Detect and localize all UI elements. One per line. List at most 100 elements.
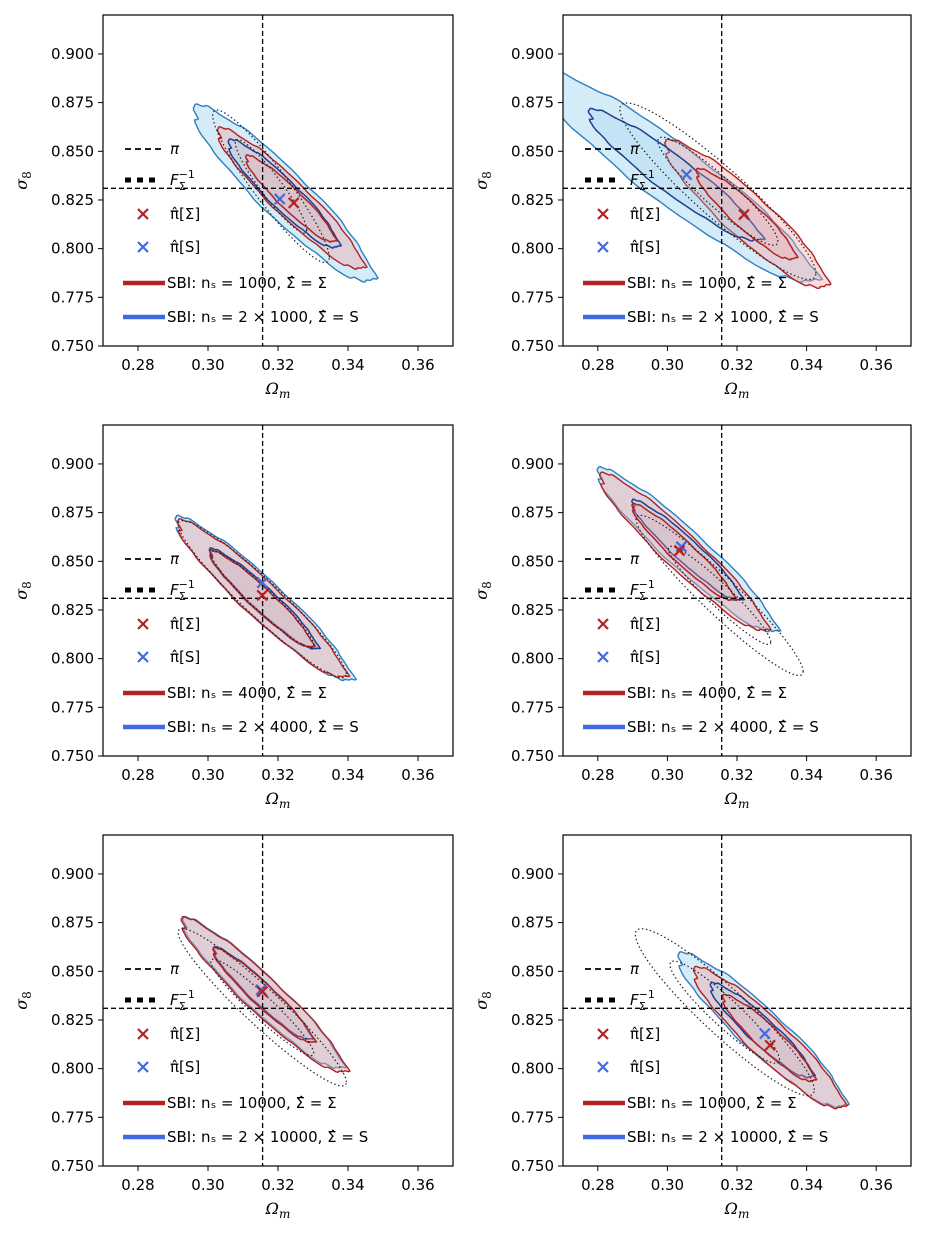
y-tick-label: 0.900 <box>511 455 554 473</box>
y-tick-label: 0.750 <box>51 1157 94 1175</box>
sbi-red-contour-outer <box>692 965 849 1110</box>
legend-sbi-blue-label: SBI: nₛ = 2 × 1000, Σ̂ = S <box>627 308 819 326</box>
legend-map-s-swatch <box>597 651 609 663</box>
y-tick-label: 0.825 <box>51 601 94 619</box>
fisher-ellipse-outer <box>177 927 347 1087</box>
legend-map-s-label: π̂[S] <box>630 1058 660 1076</box>
y-tick-label: 0.900 <box>51 45 94 63</box>
legend-fisher-label: F−1 Σ <box>170 578 195 603</box>
legend-sbi-red-label: SBI: nₛ = 10000, Σ̂ = Σ <box>167 1094 337 1112</box>
y-axis-label: σ8 <box>472 171 494 190</box>
legend-sbi-blue-label: SBI: nₛ = 2 × 10000, Σ̂ = S <box>627 1128 828 1146</box>
sbi-red-contour-inner <box>631 502 739 602</box>
legend-sbi-red-label: SBI: nₛ = 10000, Σ̂ = Σ <box>627 1094 797 1112</box>
y-tick-label: 0.850 <box>51 962 94 980</box>
y-tick-label: 0.800 <box>51 1060 94 1078</box>
x-tick-label: 0.34 <box>790 1176 823 1194</box>
x-axis-label: Ωm <box>724 789 750 811</box>
x-tick-label: 0.36 <box>401 1176 434 1194</box>
legend-sbi-blue-label: SBI: nₛ = 2 × 4000, Σ̂ = S <box>627 718 819 736</box>
legend-sbi-blue-label: SBI: nₛ = 2 × 1000, Σ̂ = S <box>167 308 359 326</box>
plot-area <box>563 425 911 756</box>
y-tick-label: 0.775 <box>511 698 554 716</box>
legend-map-s-label: π̂[S] <box>170 1058 200 1076</box>
x-tick-label: 0.34 <box>331 766 364 784</box>
x-tick-label: 0.34 <box>331 1176 364 1194</box>
x-tick-label: 0.30 <box>191 766 224 784</box>
legend: π F−1 Σ π̂[Σ] π̂[S] SBI: nₛ = 10000, Σ̂ = Σ SB… <box>123 960 368 1146</box>
x-tick-label: 0.28 <box>581 1176 614 1194</box>
legend-map-s-swatch <box>137 1061 149 1073</box>
legend-map-s-swatch <box>137 241 149 253</box>
map-sigma-marker <box>764 1039 776 1052</box>
legend-map-sigma-label: π̂[Σ] <box>630 205 660 223</box>
fisher-ellipse-inner <box>210 958 315 1057</box>
x-tick-label: 0.28 <box>581 356 614 374</box>
map-sigma-marker <box>673 544 686 557</box>
map-sigma-marker <box>256 985 269 998</box>
y-tick-label: 0.775 <box>511 1108 554 1126</box>
x-tick-label: 0.32 <box>261 1176 294 1194</box>
y-tick-label: 0.775 <box>511 288 554 306</box>
plot-area <box>563 835 911 1166</box>
fisher-ellipse-inner <box>657 136 779 246</box>
legend-sbi-red-label: SBI: nₛ = 4000, Σ̂ = Σ <box>627 684 787 702</box>
x-tick-label: 0.36 <box>859 356 892 374</box>
map-sigma-marker <box>287 197 300 209</box>
legend-pi-label: π <box>170 550 180 568</box>
x-axis-label: Ωm <box>265 379 291 401</box>
x-tick-label: 0.34 <box>790 356 823 374</box>
y-tick-label: 0.775 <box>51 1108 94 1126</box>
sbi-blue-contour-inner <box>227 138 343 249</box>
y-tick-label: 0.825 <box>511 601 554 619</box>
panel-row3-right: π F−1 Σ π̂[Σ] π̂[S] SBI: nₛ = 10000, Σ̂ = Σ SB… <box>472 834 912 1221</box>
x-tick-label: 0.30 <box>191 1176 224 1194</box>
legend-map-sigma-swatch <box>597 618 609 630</box>
y-tick-label: 0.825 <box>51 1011 94 1029</box>
y-tick-label: 0.900 <box>51 865 94 883</box>
y-axis-label: σ8 <box>12 171 34 190</box>
panel-row2-right: π F−1 Σ π̂[Σ] π̂[S] SBI: nₛ = 4000, Σ̂ = Σ SBI… <box>472 424 912 811</box>
legend-map-s-label: π̂[S] <box>170 238 200 256</box>
y-tick-label: 0.850 <box>51 142 94 160</box>
map-s-marker <box>680 168 693 181</box>
x-axis-label: Ωm <box>265 1199 291 1221</box>
legend-map-s-swatch <box>597 241 609 253</box>
legend-fisher-label: F−1 Σ <box>630 168 655 193</box>
fisher-ellipse-outer <box>177 520 347 679</box>
x-tick-label: 0.32 <box>261 766 294 784</box>
legend-sbi-blue-label: SBI: nₛ = 2 × 4000, Σ̂ = S <box>167 718 359 736</box>
y-axis-label: σ8 <box>12 991 34 1010</box>
fisher-ellipse-inner <box>669 960 781 1064</box>
legend: π F−1 Σ π̂[Σ] π̂[S] SBI: nₛ = 1000, Σ̂ = Σ SBI… <box>583 140 819 326</box>
legend-pi-label: π <box>630 960 640 978</box>
legend-map-sigma-swatch <box>597 208 609 220</box>
fisher-ellipse-outer <box>619 102 817 280</box>
legend: π F−1 Σ π̂[Σ] π̂[S] SBI: nₛ = 10000, Σ̂ = Σ SB… <box>583 960 828 1146</box>
legend-map-sigma-swatch <box>137 1028 149 1040</box>
map-s-marker <box>759 1027 771 1040</box>
legend: π F−1 Σ π̂[Σ] π̂[S] SBI: nₛ = 4000, Σ̂ = Σ SBI… <box>123 550 359 736</box>
legend-map-sigma-label: π̂[Σ] <box>170 615 200 633</box>
panel-row1-right: π F−1 Σ π̂[Σ] π̂[S] SBI: nₛ = 1000, Σ̂ = Σ SBI… <box>472 14 912 401</box>
legend-fisher-label: F−1 Σ <box>630 578 655 603</box>
plot-area <box>103 425 453 756</box>
x-tick-label: 0.32 <box>720 1176 753 1194</box>
y-tick-label: 0.800 <box>51 240 94 258</box>
y-tick-label: 0.825 <box>511 1011 554 1029</box>
legend-map-sigma-label: π̂[Σ] <box>170 1025 200 1043</box>
map-sigma-marker <box>738 208 750 221</box>
y-tick-label: 0.875 <box>511 94 554 112</box>
legend-map-sigma-swatch <box>137 618 149 630</box>
x-tick-label: 0.30 <box>651 766 684 784</box>
y-tick-label: 0.850 <box>511 962 554 980</box>
x-tick-label: 0.32 <box>720 766 753 784</box>
x-tick-label: 0.28 <box>121 766 154 784</box>
x-axis-label: Ωm <box>265 789 291 811</box>
y-tick-label: 0.750 <box>511 1157 554 1175</box>
legend-sbi-red-label: SBI: nₛ = 1000, Σ̂ = Σ <box>167 274 327 292</box>
x-tick-label: 0.32 <box>720 356 753 374</box>
y-tick-label: 0.900 <box>511 45 554 63</box>
legend-map-s-label: π̂[S] <box>630 238 660 256</box>
legend-fisher-label: F−1 Σ <box>170 168 195 193</box>
